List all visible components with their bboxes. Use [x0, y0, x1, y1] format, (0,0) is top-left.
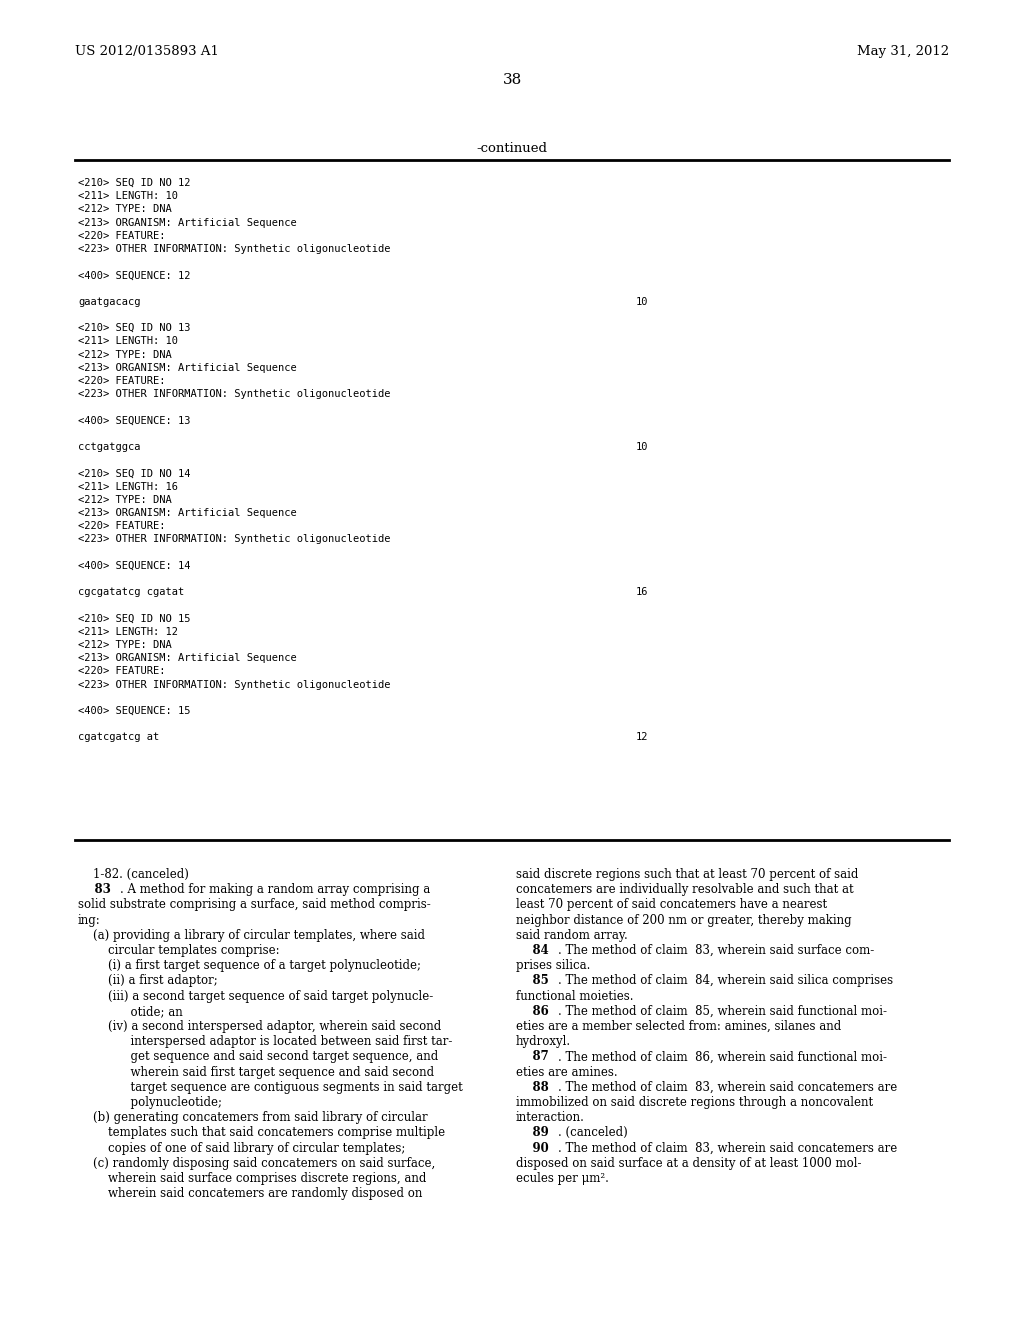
Text: . The method of claim  83, wherein said concatemers are: . The method of claim 83, wherein said c… — [558, 1081, 897, 1094]
Text: (iii) a second target sequence of said target polynucle-: (iii) a second target sequence of said t… — [78, 990, 433, 1003]
Text: <210> SEQ ID NO 12: <210> SEQ ID NO 12 — [78, 178, 190, 187]
Text: <220> FEATURE:: <220> FEATURE: — [78, 521, 166, 531]
Text: wherein said concatemers are randomly disposed on: wherein said concatemers are randomly di… — [78, 1187, 422, 1200]
Text: 88: 88 — [516, 1081, 549, 1094]
Text: 87: 87 — [516, 1051, 549, 1064]
Text: May 31, 2012: May 31, 2012 — [857, 45, 949, 58]
Text: ecules per μm².: ecules per μm². — [516, 1172, 609, 1185]
Text: . The method of claim  83, wherein said concatemers are: . The method of claim 83, wherein said c… — [558, 1142, 897, 1155]
Text: <211> LENGTH: 10: <211> LENGTH: 10 — [78, 337, 178, 346]
Text: 85: 85 — [516, 974, 549, 987]
Text: cctgatggca: cctgatggca — [78, 442, 140, 451]
Text: <400> SEQUENCE: 13: <400> SEQUENCE: 13 — [78, 416, 190, 425]
Text: <400> SEQUENCE: 15: <400> SEQUENCE: 15 — [78, 706, 190, 715]
Text: <213> ORGANISM: Artificial Sequence: <213> ORGANISM: Artificial Sequence — [78, 218, 297, 227]
Text: . A method for making a random array comprising a: . A method for making a random array com… — [120, 883, 430, 896]
Text: (i) a first target sequence of a target polynucleotide;: (i) a first target sequence of a target … — [78, 960, 421, 973]
Text: US 2012/0135893 A1: US 2012/0135893 A1 — [75, 45, 219, 58]
Text: (c) randomly disposing said concatemers on said surface,: (c) randomly disposing said concatemers … — [78, 1156, 435, 1170]
Text: neighbor distance of 200 nm or greater, thereby making: neighbor distance of 200 nm or greater, … — [516, 913, 852, 927]
Text: interspersed adaptor is located between said first tar-: interspersed adaptor is located between … — [78, 1035, 453, 1048]
Text: ing:: ing: — [78, 913, 100, 927]
Text: <220> FEATURE:: <220> FEATURE: — [78, 667, 166, 676]
Text: templates such that said concatemers comprise multiple: templates such that said concatemers com… — [78, 1126, 445, 1139]
Text: <400> SEQUENCE: 14: <400> SEQUENCE: 14 — [78, 561, 190, 570]
Text: (ii) a first adaptor;: (ii) a first adaptor; — [78, 974, 218, 987]
Text: prises silica.: prises silica. — [516, 960, 591, 973]
Text: 86: 86 — [516, 1005, 549, 1018]
Text: hydroxyl.: hydroxyl. — [516, 1035, 571, 1048]
Text: <213> ORGANISM: Artificial Sequence: <213> ORGANISM: Artificial Sequence — [78, 363, 297, 372]
Text: . The method of claim  85, wherein said functional moi-: . The method of claim 85, wherein said f… — [558, 1005, 887, 1018]
Text: functional moieties.: functional moieties. — [516, 990, 634, 1003]
Text: 16: 16 — [636, 587, 648, 597]
Text: interaction.: interaction. — [516, 1111, 585, 1125]
Text: <210> SEQ ID NO 14: <210> SEQ ID NO 14 — [78, 469, 190, 478]
Text: copies of one of said library of circular templates;: copies of one of said library of circula… — [78, 1142, 406, 1155]
Text: <211> LENGTH: 10: <211> LENGTH: 10 — [78, 191, 178, 201]
Text: 10: 10 — [636, 297, 648, 306]
Text: otide; an: otide; an — [78, 1005, 182, 1018]
Text: 10: 10 — [636, 442, 648, 451]
Text: cgcgatatcg cgatat: cgcgatatcg cgatat — [78, 587, 184, 597]
Text: least 70 percent of said concatemers have a nearest: least 70 percent of said concatemers hav… — [516, 899, 827, 911]
Text: <212> TYPE: DNA: <212> TYPE: DNA — [78, 350, 172, 359]
Text: <223> OTHER INFORMATION: Synthetic oligonucleotide: <223> OTHER INFORMATION: Synthetic oligo… — [78, 535, 390, 544]
Text: <211> LENGTH: 16: <211> LENGTH: 16 — [78, 482, 178, 491]
Text: cgatcgatcg at: cgatcgatcg at — [78, 733, 160, 742]
Text: <210> SEQ ID NO 15: <210> SEQ ID NO 15 — [78, 614, 190, 623]
Text: <213> ORGANISM: Artificial Sequence: <213> ORGANISM: Artificial Sequence — [78, 508, 297, 517]
Text: <223> OTHER INFORMATION: Synthetic oligonucleotide: <223> OTHER INFORMATION: Synthetic oligo… — [78, 244, 390, 253]
Text: <400> SEQUENCE: 12: <400> SEQUENCE: 12 — [78, 271, 190, 280]
Text: immobilized on said discrete regions through a noncovalent: immobilized on said discrete regions thr… — [516, 1096, 873, 1109]
Text: 89: 89 — [516, 1126, 549, 1139]
Text: <220> FEATURE:: <220> FEATURE: — [78, 376, 166, 385]
Text: concatemers are individually resolvable and such that at: concatemers are individually resolvable … — [516, 883, 854, 896]
Text: <220> FEATURE:: <220> FEATURE: — [78, 231, 166, 240]
Text: get sequence and said second target sequence, and: get sequence and said second target sequ… — [78, 1051, 438, 1064]
Text: said random array.: said random array. — [516, 929, 628, 941]
Text: <210> SEQ ID NO 13: <210> SEQ ID NO 13 — [78, 323, 190, 333]
Text: -continued: -continued — [476, 141, 548, 154]
Text: <213> ORGANISM: Artificial Sequence: <213> ORGANISM: Artificial Sequence — [78, 653, 297, 663]
Text: . The method of claim  84, wherein said silica comprises: . The method of claim 84, wherein said s… — [558, 974, 893, 987]
Text: 38: 38 — [503, 73, 521, 87]
Text: . The method of claim  86, wherein said functional moi-: . The method of claim 86, wherein said f… — [558, 1051, 887, 1064]
Text: 90: 90 — [516, 1142, 549, 1155]
Text: target sequence are contiguous segments in said target: target sequence are contiguous segments … — [78, 1081, 463, 1094]
Text: <212> TYPE: DNA: <212> TYPE: DNA — [78, 495, 172, 504]
Text: <223> OTHER INFORMATION: Synthetic oligonucleotide: <223> OTHER INFORMATION: Synthetic oligo… — [78, 389, 390, 399]
Text: <212> TYPE: DNA: <212> TYPE: DNA — [78, 640, 172, 649]
Text: <211> LENGTH: 12: <211> LENGTH: 12 — [78, 627, 178, 636]
Text: <212> TYPE: DNA: <212> TYPE: DNA — [78, 205, 172, 214]
Text: wherein said first target sequence and said second: wherein said first target sequence and s… — [78, 1065, 434, 1078]
Text: eties are a member selected from: amines, silanes and: eties are a member selected from: amines… — [516, 1020, 842, 1034]
Text: circular templates comprise:: circular templates comprise: — [78, 944, 280, 957]
Text: . The method of claim  83, wherein said surface com-: . The method of claim 83, wherein said s… — [558, 944, 874, 957]
Text: wherein said surface comprises discrete regions, and: wherein said surface comprises discrete … — [78, 1172, 426, 1185]
Text: solid substrate comprising a surface, said method compris-: solid substrate comprising a surface, sa… — [78, 899, 431, 911]
Text: polynucleotide;: polynucleotide; — [78, 1096, 222, 1109]
Text: (a) providing a library of circular templates, where said: (a) providing a library of circular temp… — [78, 929, 425, 941]
Text: gaatgacacg: gaatgacacg — [78, 297, 140, 306]
Text: <223> OTHER INFORMATION: Synthetic oligonucleotide: <223> OTHER INFORMATION: Synthetic oligo… — [78, 680, 390, 689]
Text: 83: 83 — [78, 883, 111, 896]
Text: (b) generating concatemers from said library of circular: (b) generating concatemers from said lib… — [78, 1111, 428, 1125]
Text: 1-82. (canceled): 1-82. (canceled) — [78, 869, 188, 880]
Text: 12: 12 — [636, 733, 648, 742]
Text: (iv) a second interspersed adaptor, wherein said second: (iv) a second interspersed adaptor, wher… — [78, 1020, 441, 1034]
Text: 84: 84 — [516, 944, 549, 957]
Text: said discrete regions such that at least 70 percent of said: said discrete regions such that at least… — [516, 869, 858, 880]
Text: eties are amines.: eties are amines. — [516, 1065, 617, 1078]
Text: disposed on said surface at a density of at least 1000 mol-: disposed on said surface at a density of… — [516, 1156, 861, 1170]
Text: . (canceled): . (canceled) — [558, 1126, 628, 1139]
